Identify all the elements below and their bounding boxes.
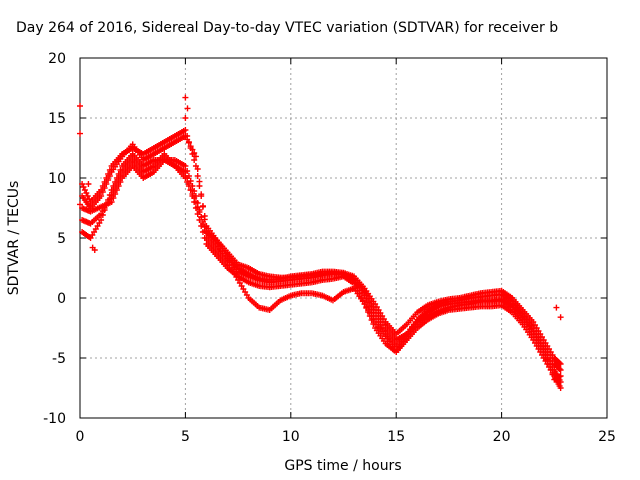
data-point-track-b <box>194 211 201 217</box>
data-point-track-e <box>101 185 108 191</box>
data-point-track-e <box>363 296 370 302</box>
axis-ticks: 0 5 10 15 20 25 -10 -5 0 5 10 15 20 <box>43 51 616 445</box>
data-point-track-d <box>108 187 115 193</box>
data-point-track-e <box>542 351 549 358</box>
data-point-track-e <box>106 173 113 179</box>
data-point-track-e <box>201 216 208 223</box>
data-point-track-d <box>101 207 108 213</box>
data-point-track-e <box>194 166 201 172</box>
data-point-track-e <box>199 203 206 210</box>
data-point-track-c <box>556 360 563 366</box>
data-point-isolated <box>85 181 92 187</box>
y-tick-label: -5 <box>52 351 66 367</box>
data-point-track-d <box>112 179 119 185</box>
grid-lines <box>80 58 607 418</box>
data-point-isolated <box>557 314 564 321</box>
x-tick-label: 5 <box>181 429 190 445</box>
data-point-track-d <box>115 171 122 177</box>
data-marks <box>77 94 564 391</box>
data-point-track-e <box>198 191 205 198</box>
data-point-track-e <box>103 181 110 187</box>
data-point-track-d <box>198 214 205 220</box>
data-point-track-d <box>184 168 191 174</box>
data-point-track-e <box>366 302 373 309</box>
data-point-track-a <box>557 367 564 373</box>
data-point-track-d <box>106 192 113 198</box>
data-point-track-e <box>546 361 553 368</box>
x-tick-label: 20 <box>493 429 511 445</box>
data-point-track-d <box>194 200 201 206</box>
data-point-track-d <box>189 183 196 189</box>
data-point-track-d <box>185 173 192 179</box>
data-point-track-e <box>368 306 375 313</box>
data-point-track-c <box>557 361 564 367</box>
y-tick-label: 20 <box>48 51 66 67</box>
data-point-track-d <box>113 175 120 181</box>
plot-frame <box>79 57 608 419</box>
y-axis-label: SDTVAR / TECUs <box>6 181 22 296</box>
data-point-track-b <box>191 199 198 205</box>
data-point-isolated <box>77 201 83 208</box>
data-point-track-e <box>98 193 105 199</box>
data-point-track-a <box>556 366 563 372</box>
data-point-track-d <box>103 202 110 208</box>
x-tick-label: 10 <box>282 429 300 445</box>
data-point-track-e <box>184 136 191 143</box>
x-axis-label: GPS time / hours <box>284 458 401 474</box>
data-point-track-d <box>187 178 194 184</box>
data-point-isolated <box>77 103 83 109</box>
data-point-track-e <box>547 366 554 373</box>
data-point-track-d <box>99 212 106 218</box>
data-point-track-c <box>191 157 198 163</box>
data-point-track-e <box>189 146 196 153</box>
data-point-isolated <box>553 304 560 311</box>
y-tick-label: 0 <box>57 291 66 307</box>
data-point-track-d <box>192 193 199 199</box>
chart-title: Day 264 of 2016, Sidereal Day-to-day VTE… <box>16 20 558 36</box>
data-point-track-c <box>194 173 201 179</box>
x-tick-label: 25 <box>598 429 616 445</box>
y-tick-label: 15 <box>48 111 66 127</box>
data-point-track-d <box>98 217 105 223</box>
data-point-isolated <box>184 105 191 112</box>
data-point-track-d <box>191 188 198 194</box>
data-point-isolated <box>182 94 189 101</box>
data-point-track-d <box>196 207 203 213</box>
data-point-track-e <box>540 346 547 353</box>
data-point-isolated <box>77 130 83 137</box>
data-point-track-e <box>99 189 106 195</box>
data-point-track-d <box>199 221 206 227</box>
data-point-track-b <box>557 385 564 391</box>
data-point-track-d <box>105 197 112 203</box>
x-tick-label: 15 <box>387 429 405 445</box>
data-point-track-c <box>182 127 189 133</box>
data-point-track-e <box>557 373 564 379</box>
y-tick-label: -10 <box>43 411 66 427</box>
data-point-track-b <box>187 187 194 193</box>
data-point-track-e <box>187 143 194 150</box>
data-point-track-b <box>192 205 199 211</box>
data-point-track-d <box>117 167 124 173</box>
data-point-track-e <box>365 299 372 306</box>
data-point-track-d <box>110 183 117 189</box>
x-tick-label: 0 <box>76 429 85 445</box>
data-point-track-e <box>182 133 189 139</box>
data-point-track-e <box>196 178 203 185</box>
data-point-track-e <box>544 356 551 363</box>
data-point-isolated <box>91 247 98 253</box>
data-point-isolated <box>182 115 189 121</box>
data-point-track-e <box>370 309 377 316</box>
data-point-track-e <box>549 371 556 378</box>
data-point-track-d <box>557 379 564 385</box>
y-tick-label: 5 <box>57 231 66 247</box>
data-point-track-e <box>361 292 368 299</box>
data-point-track-d <box>182 163 189 169</box>
data-point-track-e <box>191 150 198 156</box>
data-point-track-e <box>192 153 199 160</box>
data-point-track-e <box>185 139 192 146</box>
data-point-track-e <box>105 177 112 183</box>
y-tick-label: 10 <box>48 171 66 187</box>
